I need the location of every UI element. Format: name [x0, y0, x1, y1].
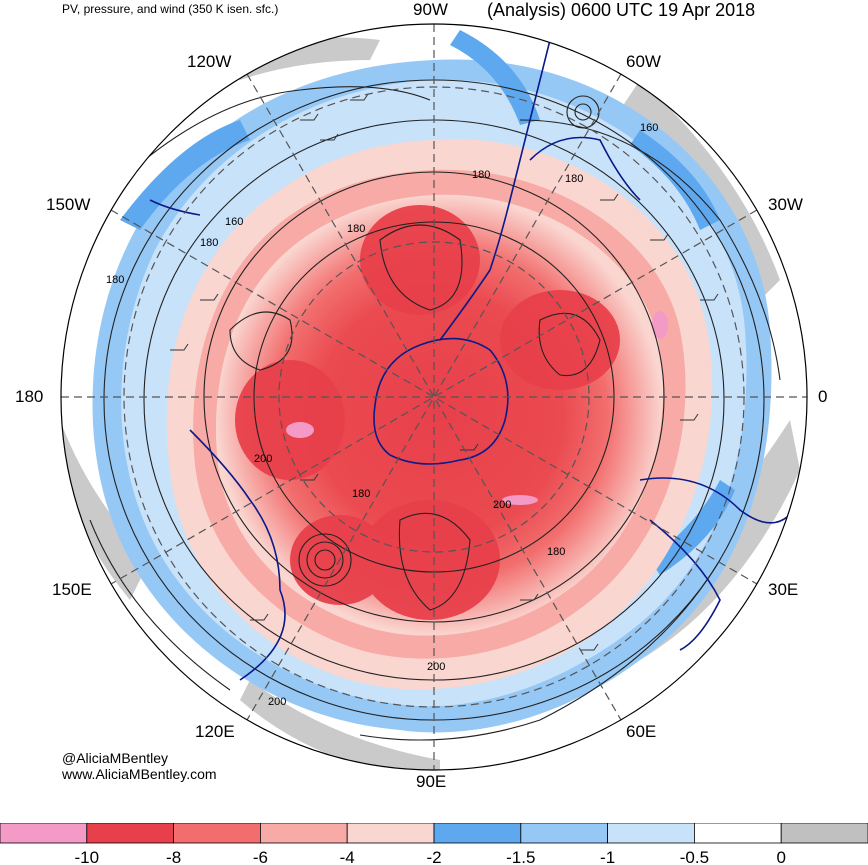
colorbar-tick-label: -8 — [166, 848, 181, 865]
product-title: PV, pressure, and wind (350 K isen. sfc.… — [62, 2, 279, 16]
contour-label: 180 — [547, 546, 565, 558]
polar-map: 160 180 160 180 180 180 180 200 180 200 … — [60, 23, 808, 771]
colorbar-box — [259, 823, 348, 844]
colorbar-boxes — [0, 823, 868, 844]
lon-label-90e: 90E — [416, 772, 447, 791]
colorbar-tick-label: -4 — [340, 848, 355, 865]
contour-label: 180 — [352, 488, 370, 500]
colorbar-tick-label: -1 — [600, 848, 615, 865]
contour-label: 160 — [225, 216, 243, 228]
lon-label-0: 0 — [818, 387, 828, 406]
colorbar-box — [520, 823, 608, 844]
credit-block: @AliciaMBentley www.AliciaMBentley.com — [62, 750, 217, 782]
colorbar-box — [0, 823, 88, 844]
contour-label: 200 — [427, 661, 445, 673]
wind-barbs — [170, 93, 719, 651]
analysis-title: (Analysis) 0600 UTC 19 Apr 2018 — [487, 0, 756, 20]
contour-labels: 160 180 160 180 180 180 180 200 180 200 … — [106, 122, 658, 708]
colorbar-box — [173, 823, 261, 844]
credit-website: www.AliciaMBentley.com — [62, 766, 217, 782]
contour-label: 180 — [347, 223, 365, 235]
contour-label: 180 — [106, 274, 124, 286]
lon-label-150e: 150E — [52, 580, 92, 599]
lon-label-60e: 60E — [626, 722, 657, 741]
colorbar-tick-label: 0 — [776, 848, 785, 865]
contour-label: 200 — [254, 453, 272, 465]
lon-label-150w: 150W — [46, 195, 91, 214]
lon-label-30e: 30E — [768, 580, 799, 599]
colorbar-box — [346, 823, 435, 844]
colorbar-tick-label: -1.5 — [506, 848, 535, 865]
colorbar-tick-label: -2 — [426, 848, 441, 865]
contour-label: 160 — [640, 122, 658, 134]
colorbar-tick-label: -0.5 — [680, 848, 709, 865]
coastlines — [149, 39, 801, 681]
lon-label-30w: 30W — [768, 195, 803, 214]
colorbar-box — [607, 823, 695, 844]
lon-label-60w: 60W — [626, 52, 661, 71]
credit-handle: @AliciaMBentley — [62, 750, 169, 766]
map-boundary — [60, 23, 808, 771]
colorbar-ticks: -10 -8 -6 -4 -2 -1.5 -1 -0.5 0 — [75, 848, 786, 865]
colorbar-tick-label: -6 — [253, 848, 268, 865]
lat-lon-grid — [61, 24, 807, 770]
lon-label-120e: 120E — [195, 722, 235, 741]
contour-label: 180 — [472, 169, 490, 181]
colorbar-box — [433, 823, 522, 844]
lon-label-90w: 90W — [413, 0, 448, 19]
colorbar-box — [86, 823, 175, 844]
contour-label: 200 — [493, 499, 511, 511]
lon-label-180: 180 — [15, 387, 44, 406]
lon-label-120w: 120W — [187, 52, 232, 71]
contour-label: 200 — [268, 696, 286, 708]
colorbar: -10 -8 -6 -4 -2 -1.5 -1 -0.5 0 — [0, 823, 868, 865]
contour-label: 180 — [200, 237, 218, 249]
colorbar-tick-label: -10 — [75, 848, 100, 865]
contour-label: 180 — [565, 173, 583, 185]
colorbar-box — [780, 823, 868, 844]
colorbar-box — [694, 823, 782, 844]
